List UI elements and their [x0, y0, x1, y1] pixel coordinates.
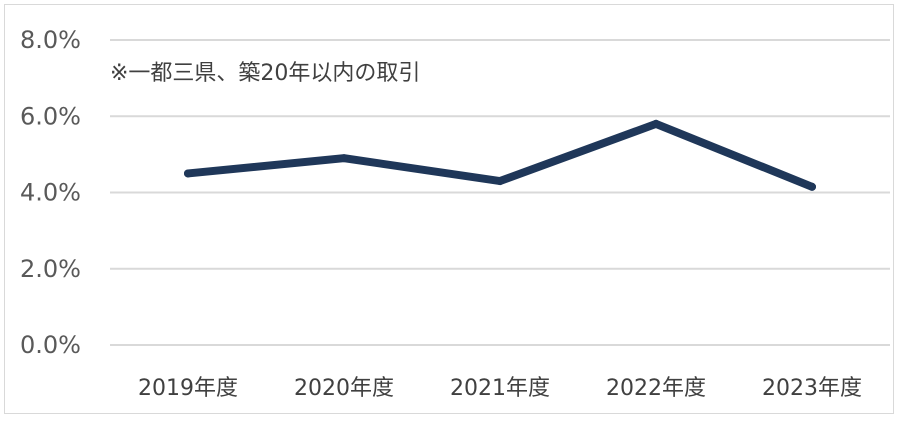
gridlines [110, 39, 890, 346]
y-tick-label: 0.0% [20, 331, 81, 359]
data-point [496, 177, 504, 186]
x-axis-category-labels: 2019年度 2020年度 2021年度 2022年度 2023年度 [138, 376, 862, 401]
y-tick-label: 8.0% [20, 26, 81, 54]
x-category-label: 2020年度 [294, 376, 394, 401]
x-category-label: 2022年度 [606, 376, 706, 401]
y-tick-label: 2.0% [20, 255, 81, 283]
y-tick-label: 4.0% [20, 179, 81, 207]
x-category-label: 2019年度 [138, 376, 238, 401]
data-point [184, 169, 192, 178]
chart-annotation: ※一都三県、築20年以内の取引 [110, 61, 420, 86]
data-point [340, 154, 348, 163]
y-axis-tick-labels: 0.0% 2.0% 4.0% 6.0% 8.0% [20, 26, 81, 359]
data-point [652, 119, 660, 128]
x-category-label: 2023年度 [762, 376, 862, 401]
data-points [184, 119, 816, 191]
y-tick-label: 6.0% [20, 102, 81, 130]
data-point [808, 182, 816, 191]
x-category-label: 2021年度 [450, 376, 550, 401]
